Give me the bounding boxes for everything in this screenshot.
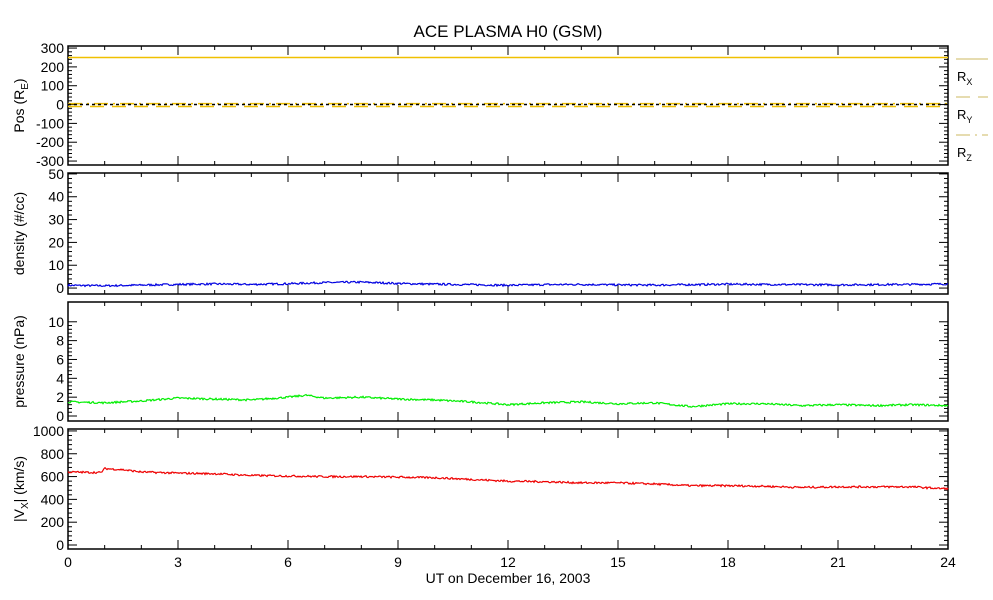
series-pressure — [67, 393, 949, 408]
y-tick-label: 50 — [48, 166, 64, 182]
y-tick-label: 200 — [41, 59, 65, 75]
chart-title: ACE PLASMA H0 (GSM) — [414, 22, 603, 41]
y-tick-label: 0 — [56, 537, 64, 553]
panel-1: 50 40 30 20 10 0 density (#/cc) — [11, 166, 949, 296]
y-tick-label: -200 — [36, 134, 64, 150]
legend-label-sub: Z — [966, 153, 972, 163]
legend-label-sub: Y — [966, 115, 972, 125]
x-tick-label: 12 — [500, 554, 516, 570]
x-tick-label: 3 — [174, 554, 182, 570]
y-axis-label: density (#/cc) — [11, 192, 27, 275]
y-tick-label: 0 — [56, 408, 64, 424]
y-tick-label: 8 — [56, 333, 64, 349]
legend-label-sub: X — [966, 77, 972, 87]
y-label-sub: X — [20, 502, 31, 509]
y-label-end: ) — [11, 78, 27, 83]
plot-frame — [67, 45, 949, 166]
legend-label-text: R — [957, 69, 966, 84]
panel-3: 1000 800 600 400 200 0 |VX| (km/s) 0 3 6 9 12 15 18 21… — [11, 423, 956, 570]
y-label-text: density (#/cc) — [11, 192, 27, 275]
x-tick-label: 18 — [720, 554, 736, 570]
x-tick-label: 24 — [940, 554, 956, 570]
y-tick-label: 1000 — [33, 423, 64, 439]
y-axis-label: pressure (nPa) — [11, 315, 27, 408]
legend-label: RZ — [957, 145, 972, 163]
y-tick-label: 10 — [48, 257, 64, 273]
legend-label: RY — [957, 107, 972, 125]
y-tick-label: 400 — [41, 491, 65, 507]
panel-2: 10 8 6 4 2 0 pressure (nPa) — [11, 301, 949, 424]
plot-frame — [67, 301, 949, 422]
plot-frame — [67, 428, 949, 550]
x-tick-label: 9 — [394, 554, 402, 570]
y-label-sub: E — [20, 83, 31, 90]
y-tick-label: 600 — [41, 469, 65, 485]
y-tick-label: 800 — [41, 446, 65, 462]
plot-frame — [67, 172, 949, 295]
x-tick-label: 6 — [284, 554, 292, 570]
x-tick-label: 21 — [830, 554, 846, 570]
y-tick-label: 0 — [56, 280, 64, 296]
x-tick-label: 15 — [610, 554, 626, 570]
y-label-text: pressure (nPa) — [11, 315, 27, 408]
y-tick-label: 6 — [56, 351, 64, 367]
y-tick-label: 30 — [48, 212, 64, 228]
legend-label-text: R — [957, 145, 966, 160]
legend-label-text: R — [957, 107, 966, 122]
legend-label: RX — [957, 69, 972, 87]
x-axis-label: UT on December 16, 2003 — [426, 570, 591, 586]
y-tick-label: -100 — [36, 115, 64, 131]
y-axis-label: |VX| (km/s) — [11, 456, 31, 522]
y-tick-label: 20 — [48, 234, 64, 250]
y-axis-label: Pos (RE) — [11, 78, 31, 132]
y-tick-label: -300 — [36, 153, 64, 169]
panel-0: 300 200 100 0 -100 -200 -300 Pos (RE) — [11, 40, 949, 169]
y-tick-label: 0 — [56, 97, 64, 113]
x-tick-label: 0 — [64, 554, 72, 570]
series-density — [67, 280, 949, 288]
y-tick-label: 40 — [48, 189, 64, 205]
y-tick-label: 2 — [56, 389, 64, 405]
y-tick-label: 200 — [41, 514, 65, 530]
y-label-end: | (km/s) — [11, 456, 27, 502]
y-tick-label: 300 — [41, 40, 65, 56]
y-tick-label: 10 — [48, 314, 64, 330]
y-tick-label: 4 — [56, 370, 64, 386]
y-tick-label: 100 — [41, 78, 65, 94]
y-label-text: |V — [11, 508, 27, 522]
y-label-text: Pos (R — [11, 90, 27, 133]
series-Vx — [67, 466, 949, 491]
